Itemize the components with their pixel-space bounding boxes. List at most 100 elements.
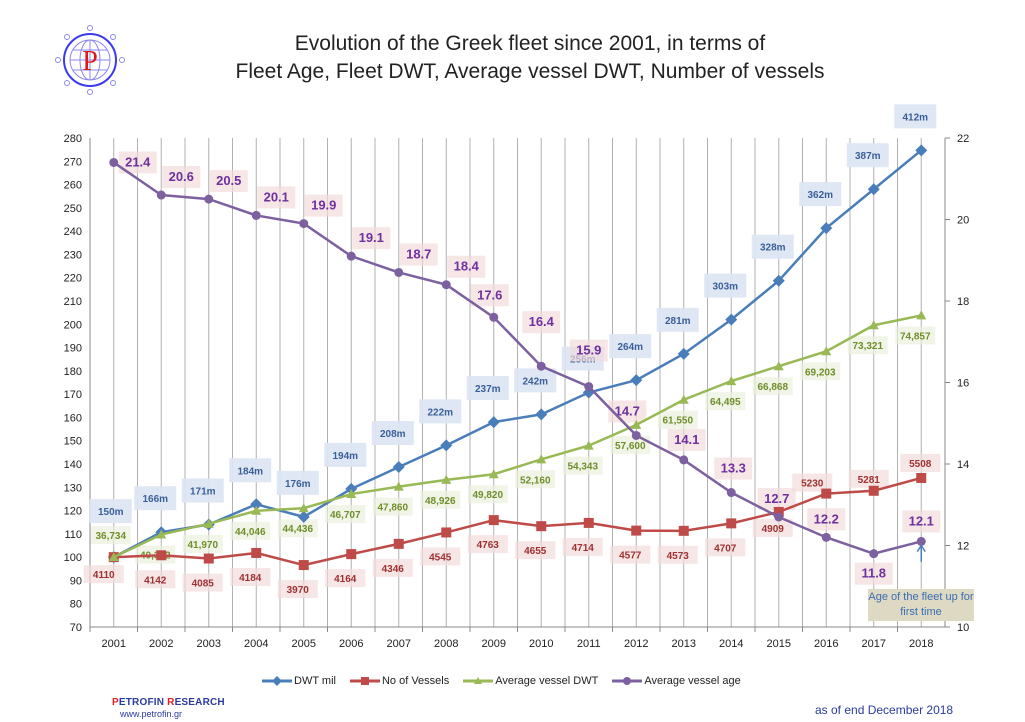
data-label-text: 4909 (762, 524, 785, 535)
data-label-dwt-mil: 150m (89, 499, 132, 524)
data-point-triangle (156, 529, 167, 539)
right-tick-label: 22 (957, 133, 969, 145)
data-label-average-vessel-age: 21.4 (118, 151, 157, 174)
data-label-bg (562, 537, 603, 556)
data-label-bg (514, 368, 557, 393)
data-label-dwt-mil: 328m (751, 234, 794, 259)
x-tick-label: 2001 (102, 638, 126, 650)
data-label-average-vessel-age: 19.1 (352, 227, 391, 250)
data-label-bg (182, 573, 223, 592)
data-label-average-vessel-age: 11.8 (854, 562, 893, 585)
data-label-dwt-mil: 387m (846, 143, 889, 168)
data-label-bg (657, 410, 698, 429)
series-line (113, 149, 923, 559)
data-label-text: 184m (237, 466, 263, 477)
x-tick-label: 2018 (909, 638, 933, 650)
data-point-triangle (203, 518, 214, 528)
data-point-diamond (487, 416, 500, 429)
chart-title: Evolution of the Greek fleet since 2001,… (190, 30, 870, 86)
data-point-triangle (916, 310, 927, 320)
left-tick-label: 90 (70, 575, 82, 587)
data-label-average-vessel-age: 18.4 (447, 255, 486, 278)
series-dwt-mil (107, 144, 928, 564)
data-point-square (346, 549, 357, 560)
legend-swatch (349, 677, 380, 685)
data-label-dwt-mil: 362m (799, 182, 842, 207)
data-label-no-of-vessels: 4164 (325, 569, 366, 588)
data-point-triangle (868, 320, 879, 330)
data-label-text: 18.7 (406, 246, 431, 261)
data-label-no-of-vessels: 4346 (372, 558, 413, 577)
data-label-average-vessel-dwt: 44,436 (277, 519, 318, 538)
left-tick-label: 220 (64, 273, 82, 285)
data-label-text: 20.5 (216, 173, 241, 188)
data-label-average-vessel-age: 15.9 (569, 339, 608, 362)
data-label-text: 41,970 (187, 540, 218, 551)
data-point-square (393, 538, 404, 549)
data-label-text: 44,046 (235, 527, 266, 538)
data-point-square (726, 518, 737, 529)
data-label-text: 303m (712, 282, 738, 293)
data-label-text: 176m (285, 479, 311, 490)
data-point-square (441, 527, 452, 538)
left-tick-label: 120 (64, 506, 82, 518)
data-label-bg (372, 497, 413, 516)
data-label-text: 194m (332, 451, 358, 462)
brand-name: PETROFIN RESEARCH (112, 697, 225, 708)
data-label-text: 61,550 (662, 416, 693, 427)
data-label-text: 47,860 (377, 503, 408, 514)
data-label-text: 150m (98, 507, 124, 518)
data-point-triangle (678, 394, 689, 404)
right-tick-label: 16 (957, 378, 969, 390)
data-label-dwt-mil: 166m (134, 486, 177, 511)
data-point-diamond (535, 408, 548, 421)
data-label-no-of-vessels: 4184 (230, 567, 271, 586)
data-point-diamond (345, 482, 358, 495)
data-label-text: 14.7 (615, 403, 640, 418)
data-label-bg (89, 499, 132, 524)
data-label-text: 74,857 (900, 331, 931, 342)
data-point-diamond (250, 498, 263, 511)
data-label-bg (352, 227, 391, 250)
data-label-text: 166m (142, 494, 168, 505)
data-label-average-vessel-dwt: 74,857 (895, 326, 936, 345)
as-of-date: as of end December 2018 (815, 703, 954, 717)
data-point-square (488, 515, 499, 526)
data-label-average-vessel-dwt: 52,160 (515, 470, 556, 489)
data-label-text: 208m (380, 429, 406, 440)
data-point-triangle (441, 474, 452, 484)
data-label-text: 12.1 (909, 513, 934, 528)
data-label-bg (467, 535, 508, 554)
data-point-circle (631, 430, 641, 440)
data-label-text: 222m (427, 407, 453, 418)
data-point-circle (441, 280, 451, 290)
data-label-text: 20.6 (169, 169, 194, 184)
x-tick-label: 2006 (339, 638, 363, 650)
x-tick-label: 2003 (197, 638, 221, 650)
data-label-text: 4577 (619, 551, 642, 562)
data-point-square (298, 560, 309, 571)
data-label-text: 4164 (334, 574, 357, 585)
data-label-bg (325, 569, 366, 588)
left-tick-label: 260 (64, 180, 82, 192)
data-label-average-vessel-dwt: 36,734 (90, 526, 131, 545)
data-label-text: 5508 (909, 459, 932, 470)
data-point-square (536, 521, 547, 532)
data-point-triangle (251, 505, 262, 515)
data-point-diamond (915, 144, 928, 157)
data-label-bg (757, 487, 796, 510)
series-line (113, 476, 922, 567)
data-label-bg (714, 457, 753, 480)
data-label-bg (83, 565, 124, 584)
data-point-circle (679, 455, 689, 465)
data-label-average-vessel-age: 20.6 (162, 166, 201, 189)
data-label-text: 15.9 (576, 343, 601, 358)
data-label-bg (515, 470, 556, 489)
data-label-text: 12.7 (764, 491, 789, 506)
data-label-bg (704, 273, 747, 298)
data-point-circle (916, 536, 926, 546)
data-point-circle (774, 512, 784, 522)
right-tick-label: 14 (957, 459, 969, 471)
